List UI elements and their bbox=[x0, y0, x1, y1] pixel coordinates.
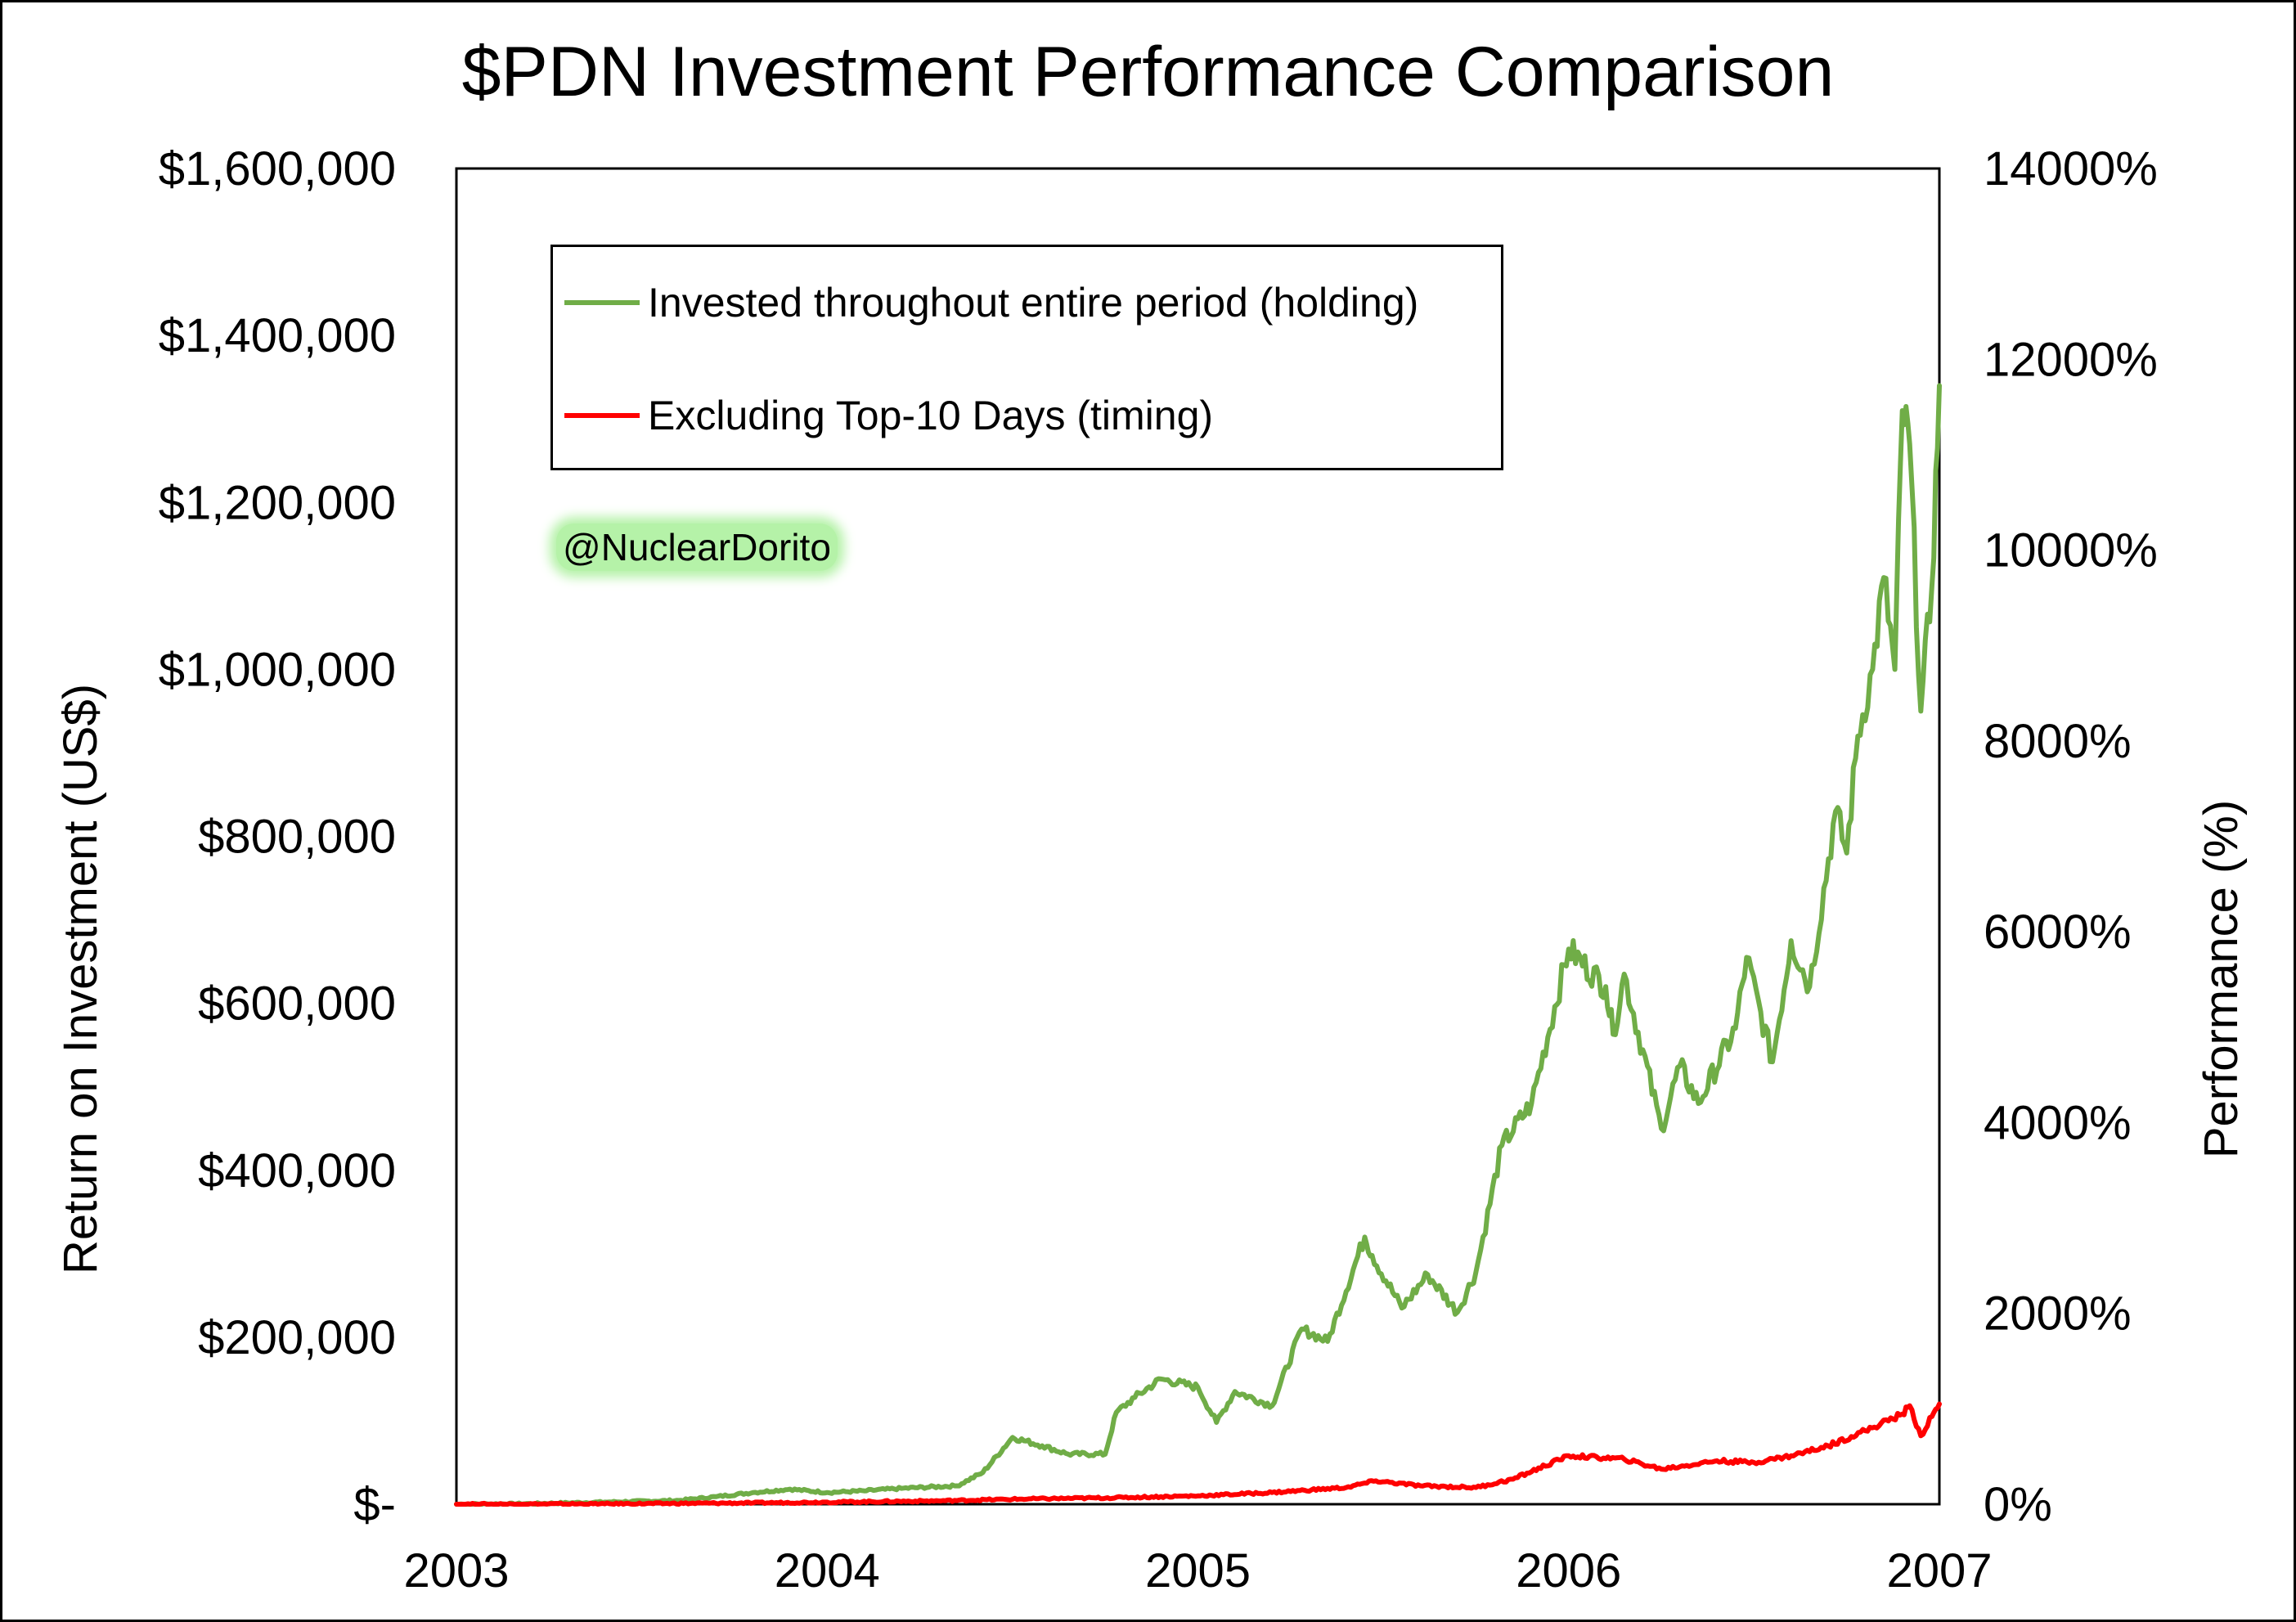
x-tick-label: 2004 bbox=[775, 1544, 880, 1597]
y2-axis-label: Performance (%) bbox=[2195, 800, 2248, 1158]
x-tick-label: 2007 bbox=[1886, 1544, 1992, 1597]
x-tick-label: 2006 bbox=[1516, 1544, 1621, 1597]
x-tick-label: 2005 bbox=[1145, 1544, 1251, 1597]
y-tick-label: $800,000 bbox=[198, 811, 396, 864]
y-tick-label: $1,400,000 bbox=[159, 309, 396, 362]
watermark-handle: @NuclearDorito bbox=[556, 523, 838, 571]
y-tick-label: $1,200,000 bbox=[159, 476, 396, 529]
legend-item-holding: Invested throughout entire period (holdi… bbox=[564, 278, 1418, 327]
y2-tick-label: 8000% bbox=[1984, 715, 2132, 768]
legend-label-timing: Excluding Top-10 Days (timing) bbox=[648, 393, 1214, 438]
y2-tick-label: 14000% bbox=[1984, 142, 2158, 195]
legend-swatch-timing bbox=[564, 413, 640, 418]
y-tick-label: $200,000 bbox=[198, 1311, 396, 1364]
y2-tick-label: 0% bbox=[1984, 1478, 2052, 1531]
legend-item-timing: Excluding Top-10 Days (timing) bbox=[564, 391, 1213, 440]
axis-layer: $- $200,000 $400,000 $600,000 $800,000 $1,000… bbox=[159, 142, 2158, 1597]
y-axis-label: Return on Investment (US$) bbox=[54, 684, 107, 1274]
legend-label-holding: Invested throughout entire period (holdi… bbox=[648, 280, 1419, 326]
legend-swatch-holding bbox=[564, 300, 640, 305]
y-tick-label: $1,000,000 bbox=[159, 643, 396, 696]
y2-tick-label: 10000% bbox=[1984, 524, 2158, 577]
y-tick-label: $400,000 bbox=[198, 1144, 396, 1197]
y-tick-label: $1,600,000 bbox=[159, 142, 396, 195]
series-line-1 bbox=[454, 1401, 1942, 1507]
y-tick-label: $600,000 bbox=[198, 977, 396, 1031]
y2-tick-label: 2000% bbox=[1984, 1287, 2132, 1341]
y2-tick-label: 6000% bbox=[1984, 905, 2132, 959]
series-line-0 bbox=[454, 383, 1942, 1507]
y2-tick-label: 12000% bbox=[1984, 333, 2158, 386]
chart-title: $PDN Investment Performance Comparison bbox=[461, 33, 1835, 111]
y2-tick-label: 4000% bbox=[1984, 1096, 2132, 1149]
y-tick-label: $- bbox=[353, 1478, 396, 1531]
x-tick-label: 2003 bbox=[403, 1544, 509, 1597]
legend: Invested throughout entire period (holdi… bbox=[550, 245, 1503, 470]
